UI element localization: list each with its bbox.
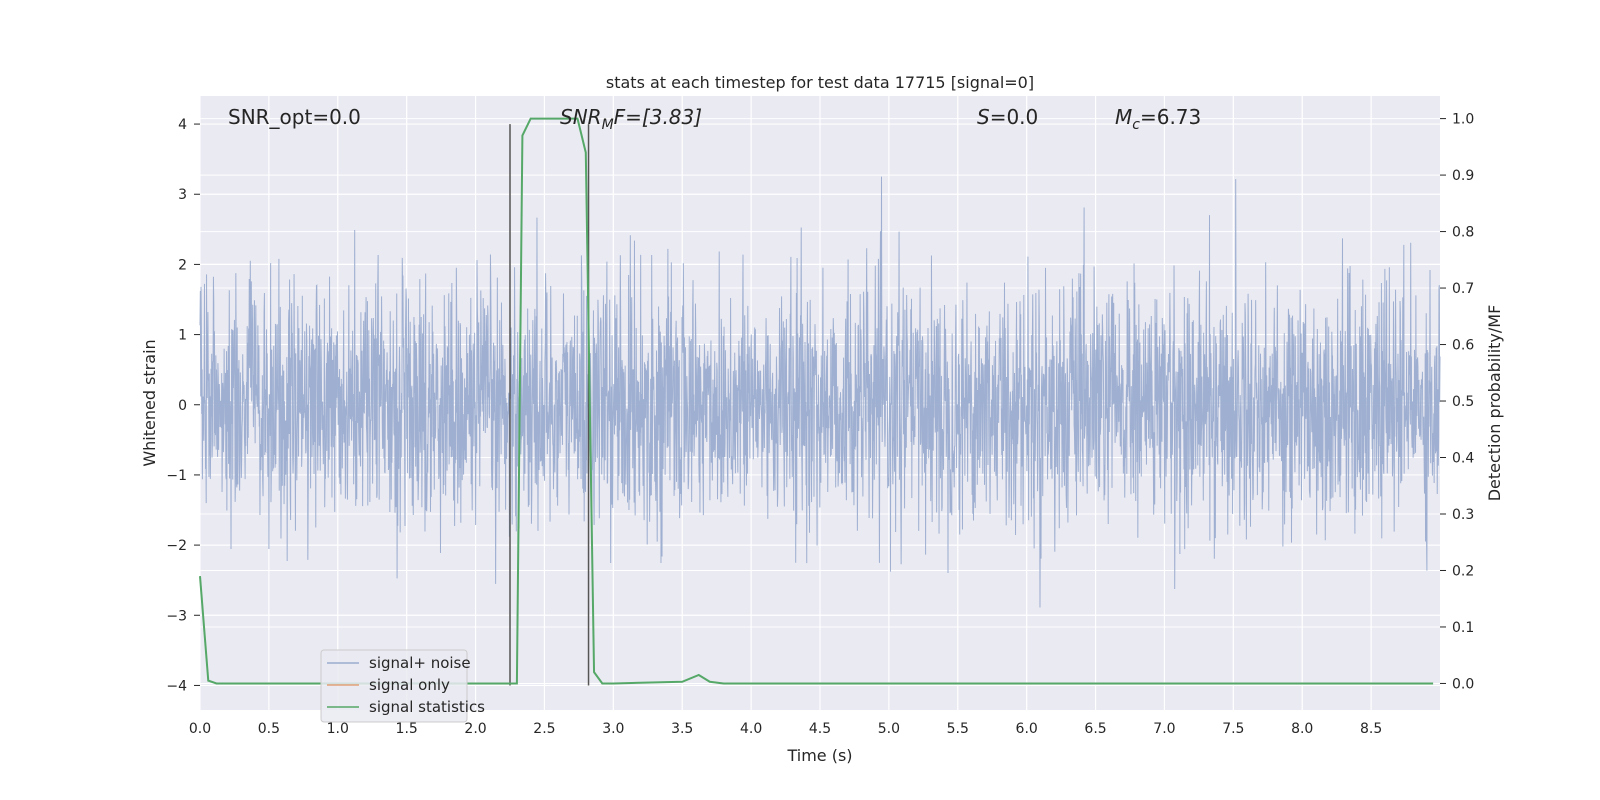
- chart-title: stats at each timestep for test data 177…: [606, 73, 1034, 92]
- x-tick-labels: 0.0 0.5 1.0 1.5 2.0 2.5 3.0 3.5 4.0 4.5 5.0 5.5 6.0 6…: [189, 721, 1382, 737]
- x-tick-label: 6.0: [1016, 721, 1038, 737]
- x-tick-label: 1.0: [327, 721, 349, 737]
- y-tick-label: −2: [166, 538, 187, 554]
- legend-label-signal-statistics: signal statistics: [369, 698, 485, 716]
- series-signal-statistics: [199, 117, 1434, 685]
- x-tick-label: 4.0: [740, 721, 762, 737]
- y-right-tick-label: 0.7: [1452, 281, 1474, 297]
- series-signal-noise: [199, 176, 1441, 608]
- y-right-tick-label: 0.2: [1452, 563, 1474, 579]
- x-tick-label: 7.5: [1222, 721, 1244, 737]
- y-right-tick-label: 0.1: [1452, 620, 1474, 636]
- x-tick-label: 6.5: [1084, 721, 1106, 737]
- snr-mf-sub: M: [602, 117, 614, 133]
- y-right-axis-label: Detection probability/MF: [1485, 305, 1504, 502]
- y-right-tick-labels: 1.0 0.9 0.8 0.7 0.6 0.5 0.4 0.3 0.2 0.1 0.0: [1440, 112, 1474, 692]
- x-tick-label: 5.0: [878, 721, 900, 737]
- x-tick-label: 2.0: [464, 721, 486, 737]
- x-tick-label: 3.0: [602, 721, 624, 737]
- snr-mf-annotation: SNRMF=[3.83]: [560, 105, 702, 133]
- y-right-tick-label: 0.4: [1452, 451, 1474, 467]
- y-tick-label: −1: [166, 468, 187, 484]
- y-tick-label: 2: [178, 257, 187, 273]
- x-axis-label: Time (s): [786, 746, 852, 765]
- snr-mf-tail: F=[3.83]: [614, 105, 702, 129]
- s-annotation: S=0.0: [977, 105, 1038, 129]
- mc-sub: c: [1132, 117, 1140, 133]
- y-tick-label: 1: [178, 328, 187, 344]
- legend-label-signal-only: signal only: [369, 676, 450, 694]
- y-right-tick-label: 0.9: [1452, 168, 1474, 184]
- y-right-tick-label: 0.3: [1452, 507, 1474, 523]
- x-tick-label: 8.0: [1291, 721, 1313, 737]
- x-tick-label: 0.0: [189, 721, 211, 737]
- x-tick-label: 4.5: [809, 721, 831, 737]
- legend-box: [320, 649, 468, 723]
- s-main: S: [977, 105, 990, 129]
- y-right-tick-label: 0.8: [1452, 225, 1474, 241]
- legend-label-signal-noise: signal+ noise: [369, 654, 471, 672]
- x-tick-label: 3.5: [671, 721, 693, 737]
- s-tail: =0.0: [990, 105, 1039, 129]
- snr-mf-main: SNR: [560, 105, 602, 129]
- vertical-markers: [509, 124, 590, 686]
- y-tick-label: 3: [178, 187, 187, 203]
- mc-main: M: [1115, 105, 1132, 129]
- mc-tail: =6.73: [1140, 105, 1201, 129]
- y-tick-label: 4: [178, 117, 187, 133]
- y-right-tick-label: 0.6: [1452, 338, 1474, 354]
- x-tick-label: 7.0: [1153, 721, 1175, 737]
- y-right-tick-label: 0.5: [1452, 394, 1474, 410]
- y-right-tick-label: 1.0: [1452, 112, 1474, 128]
- y-right-tick-label: 0.0: [1452, 676, 1474, 692]
- y-tick-label: 0: [178, 398, 187, 414]
- y-axis-label: Whitened strain: [140, 339, 159, 466]
- y-tick-label: −3: [166, 608, 187, 624]
- x-tick-label: 0.5: [258, 721, 280, 737]
- y-tick-labels: 4 3 2 1 0 −1 −2 −3 −4: [166, 117, 200, 694]
- signal-noise-line: [199, 176, 1441, 608]
- y-tick-label: −4: [166, 678, 187, 694]
- snr-opt-annotation: SNR_opt=0.0: [228, 105, 361, 129]
- legend: signal+ noise signal only signal statist…: [320, 649, 485, 723]
- x-tick-label: 1.5: [396, 721, 418, 737]
- mc-annotation: Mc=6.73: [1115, 105, 1201, 133]
- x-tick-label: 8.5: [1360, 721, 1382, 737]
- x-tick-label: 2.5: [533, 721, 555, 737]
- signal-statistics-line: [199, 117, 1434, 685]
- x-tick-label: 5.5: [947, 721, 969, 737]
